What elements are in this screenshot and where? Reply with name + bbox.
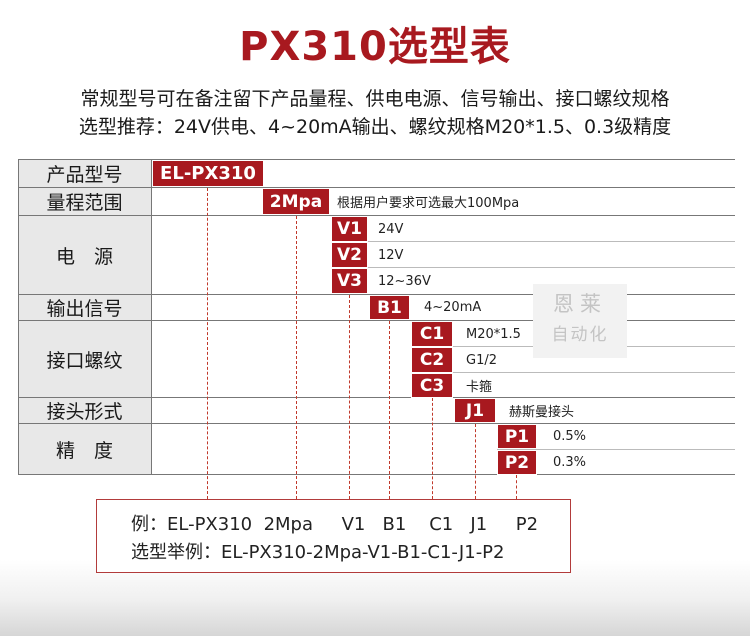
- row-label-power: 电 源: [18, 216, 151, 294]
- watermark-line-1: 恩莱: [553, 292, 607, 316]
- code-connector: J1: [454, 398, 496, 423]
- row-label-range: 量程范围: [18, 188, 151, 215]
- connector-line-thread: [432, 398, 433, 499]
- table-row-divider: [18, 320, 735, 321]
- table-border-bottom: [18, 474, 735, 475]
- table-row-divider: [18, 423, 735, 424]
- connector-line-range: [296, 216, 297, 499]
- table-subrow-divider: [331, 267, 735, 268]
- code-power-v1: V1: [331, 216, 368, 242]
- code-output: B1: [369, 295, 410, 320]
- code-thread-c2: C2: [411, 347, 453, 373]
- row-label-connector: 接头形式: [18, 398, 151, 423]
- desc-power-v3: 12~36V: [378, 273, 431, 289]
- desc-accuracy-p1: 0.5%: [553, 429, 587, 444]
- code-accuracy-p1: P1: [497, 424, 537, 449]
- connector-line-model: [207, 188, 208, 499]
- table-row-divider: [18, 397, 735, 398]
- table-subrow-divider: [331, 241, 735, 242]
- code-power-v3: V3: [331, 268, 368, 294]
- code-thread-c1: C1: [411, 321, 453, 347]
- watermark: 恩莱 自动化: [533, 284, 627, 358]
- row-label-accuracy: 精 度: [18, 424, 151, 474]
- row-label-output: 输出信号: [18, 295, 151, 320]
- code-power-v2: V2: [331, 242, 368, 268]
- example-line-2: 选型举例：EL-PX310-2Mpa-V1-B1-C1-J1-P2: [131, 542, 505, 563]
- example-line-1: 例：EL-PX310 2Mpa V1 B1 C1 J1 P2: [131, 514, 539, 535]
- desc-thread-c2: G1/2: [466, 352, 497, 368]
- table-column-divider: [151, 159, 152, 475]
- desc-thread-c3: 卡箍: [466, 380, 493, 395]
- desc-power-v1: 24V: [378, 221, 404, 237]
- desc-output: 4~20mA: [424, 300, 482, 315]
- connector-line-output: [389, 321, 390, 499]
- table-row-divider: [18, 294, 735, 295]
- connector-line-power: [349, 295, 350, 499]
- desc-range: 根据用户要求可选最大100Mpa: [337, 196, 520, 211]
- example-box: 例：EL-PX310 2Mpa V1 B1 C1 J1 P2 选型举例：EL-P…: [96, 499, 571, 573]
- page-title: PX310选型表: [239, 24, 511, 70]
- table-subrow-divider: [411, 372, 735, 373]
- table-row-divider: [18, 187, 735, 188]
- description-line-2: 选型推荐：24V供电、4~20mA输出、螺纹规格M20*1.5、0.3级精度: [78, 116, 672, 138]
- code-model: EL-PX310: [152, 160, 264, 187]
- table-border-left: [18, 159, 19, 475]
- description-line-1: 常规型号可在备注留下产品量程、供电电源、信号输出、接口螺纹规格: [80, 88, 670, 110]
- row-label-model: 产品型号: [18, 160, 151, 187]
- desc-connector: 赫斯曼接头: [509, 405, 575, 420]
- desc-accuracy-p2: 0.3%: [553, 455, 587, 470]
- watermark-line-2: 自动化: [551, 325, 609, 345]
- code-accuracy-p2: P2: [497, 450, 537, 475]
- table-row-divider: [18, 215, 735, 216]
- table-border-top: [18, 159, 735, 160]
- desc-thread-c1: M20*1.5: [466, 326, 521, 342]
- connector-line-connector: [475, 424, 476, 499]
- table-subrow-divider: [497, 449, 735, 450]
- code-range: 2Mpa: [262, 188, 330, 215]
- connector-line-accuracy: [516, 475, 517, 499]
- desc-power-v2: 12V: [378, 247, 404, 263]
- code-thread-c3: C3: [411, 373, 453, 398]
- row-label-thread: 接口螺纹: [18, 321, 151, 397]
